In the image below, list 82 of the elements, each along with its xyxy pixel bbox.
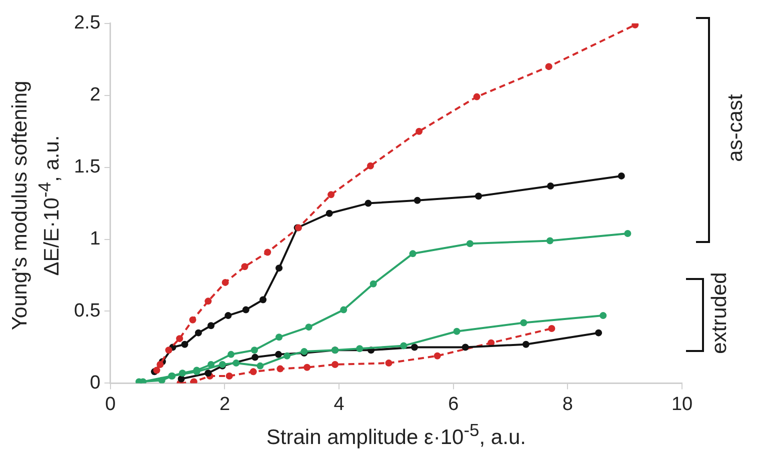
point xyxy=(522,340,530,348)
text: as-cast xyxy=(724,93,748,164)
point xyxy=(250,346,258,354)
point xyxy=(340,306,348,314)
point xyxy=(276,264,283,272)
point xyxy=(204,298,212,305)
point xyxy=(385,360,392,367)
point xyxy=(176,335,184,342)
point xyxy=(305,324,312,331)
point xyxy=(618,172,625,180)
point xyxy=(624,230,632,238)
point xyxy=(224,312,232,320)
point xyxy=(222,278,229,286)
point xyxy=(410,344,418,351)
point xyxy=(226,372,233,380)
point xyxy=(595,329,602,336)
point xyxy=(284,352,291,360)
point xyxy=(409,250,416,258)
point xyxy=(276,334,283,341)
point xyxy=(228,350,235,358)
point xyxy=(434,352,441,360)
point xyxy=(366,162,374,170)
point xyxy=(156,360,164,368)
text: extruded xyxy=(708,272,732,356)
point xyxy=(545,63,552,70)
x-axis-title: Strain amplitude ε·10$^{-5}$, a.u. xyxy=(265,419,527,450)
point xyxy=(264,248,272,256)
point xyxy=(178,370,186,377)
point xyxy=(178,375,185,382)
point xyxy=(242,306,250,314)
point xyxy=(274,350,282,358)
point xyxy=(332,360,339,368)
x-tick-label: 6 xyxy=(448,394,459,415)
point xyxy=(520,319,528,326)
point xyxy=(153,366,160,374)
point xyxy=(204,370,212,377)
point xyxy=(414,196,421,204)
point xyxy=(304,364,311,371)
point xyxy=(600,312,607,320)
y-tick-label: 2.5 xyxy=(74,12,100,34)
x-tick-label: 4 xyxy=(334,394,345,415)
point xyxy=(548,325,556,332)
y-tick-label: 2 xyxy=(90,84,100,106)
x-tick-label: 10 xyxy=(671,394,693,415)
point xyxy=(356,345,364,352)
point xyxy=(232,360,240,367)
point xyxy=(252,354,259,361)
y-tick-label: 1 xyxy=(90,228,100,250)
point xyxy=(546,237,554,244)
point xyxy=(328,191,335,198)
point xyxy=(462,344,469,351)
point xyxy=(208,360,215,368)
point xyxy=(208,322,215,330)
point xyxy=(547,182,554,190)
point xyxy=(632,23,639,28)
point xyxy=(194,329,202,336)
point xyxy=(165,346,172,354)
point xyxy=(416,128,423,135)
point xyxy=(190,378,198,384)
y-tick-label: 0.5 xyxy=(74,300,100,322)
point xyxy=(260,296,267,304)
point xyxy=(466,240,474,248)
point xyxy=(181,340,188,348)
point xyxy=(189,316,196,324)
y-tick-label: 0 xyxy=(90,372,100,394)
point xyxy=(326,210,333,217)
point xyxy=(135,378,142,384)
y-tick-label: 1.5 xyxy=(74,156,100,178)
point xyxy=(370,280,377,288)
point xyxy=(400,342,408,350)
point xyxy=(364,200,372,207)
point xyxy=(158,376,166,384)
point xyxy=(453,328,460,335)
point xyxy=(250,368,257,376)
x-tick-label: 2 xyxy=(219,394,230,415)
point xyxy=(241,263,248,270)
x-tick-label: 8 xyxy=(562,394,573,415)
x-tick-label: 0 xyxy=(105,394,116,415)
point xyxy=(256,362,264,370)
point xyxy=(276,365,284,372)
point xyxy=(473,93,480,100)
point xyxy=(475,192,482,200)
